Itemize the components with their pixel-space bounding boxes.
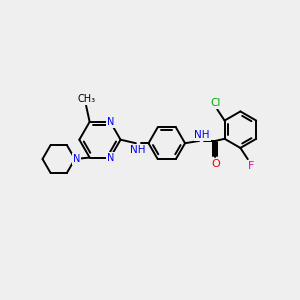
Text: N: N [73,154,80,164]
Text: F: F [248,160,254,171]
Text: N: N [106,152,114,163]
Text: NH: NH [194,130,210,140]
Text: N: N [106,117,114,127]
Text: CH₃: CH₃ [77,94,95,104]
Text: Cl: Cl [211,98,221,108]
Text: O: O [211,158,220,169]
Text: NH: NH [130,145,146,155]
